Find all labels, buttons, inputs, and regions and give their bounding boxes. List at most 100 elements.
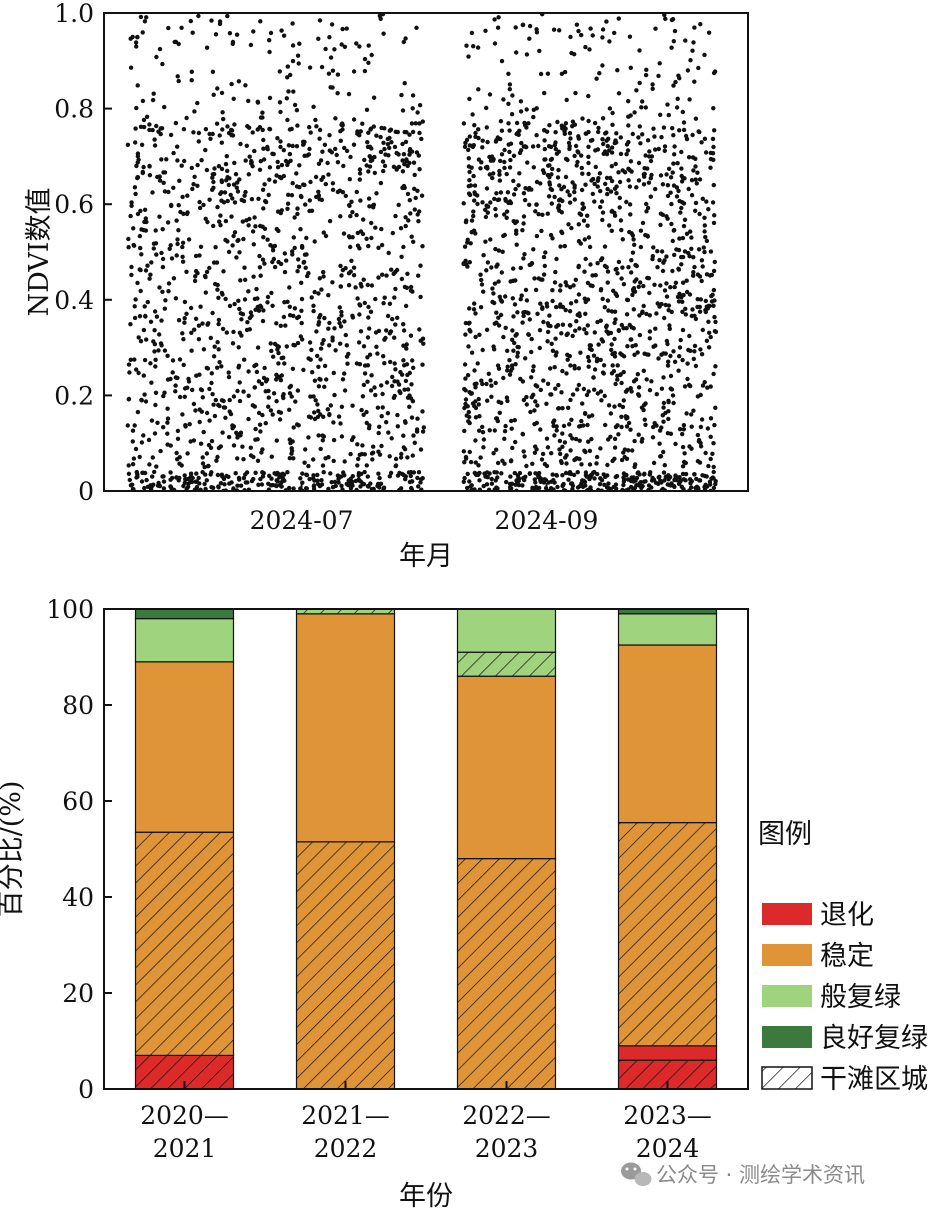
scatter-point <box>563 470 569 476</box>
scatter-point <box>144 219 149 225</box>
scatter-point <box>472 183 478 188</box>
scatter-point <box>170 475 175 481</box>
scatter-point <box>600 210 606 215</box>
scatter-point <box>610 110 615 116</box>
scatter-point <box>300 245 305 250</box>
scatter-point <box>579 165 584 171</box>
scatter-point <box>133 191 138 197</box>
scatter-point <box>712 422 717 428</box>
scatter-point <box>524 298 530 303</box>
scatter-point <box>318 346 324 351</box>
scatter-point <box>331 437 337 443</box>
scatter-point <box>177 475 182 481</box>
scatter-point <box>556 167 561 173</box>
scatter-point <box>388 359 393 365</box>
scatter-point <box>229 132 234 138</box>
scatter-point <box>559 210 564 215</box>
scatter-point <box>387 135 392 141</box>
scatter-point <box>294 108 300 113</box>
scatter-point <box>473 399 478 404</box>
scatter-point <box>242 193 247 198</box>
scatter-point <box>130 482 135 487</box>
scatter-point <box>369 52 374 58</box>
bar-plot-frame <box>103 608 749 1090</box>
bar-y-tick-label: 100 <box>46 595 94 624</box>
scatter-point <box>552 365 557 370</box>
scatter-point <box>220 474 225 479</box>
scatter-point <box>296 264 302 269</box>
scatter-point <box>468 329 473 334</box>
scatter-point <box>613 381 618 387</box>
scatter-point <box>275 209 281 214</box>
scatter-point <box>527 185 532 191</box>
scatter-point <box>581 423 586 428</box>
scatter-point <box>385 313 391 319</box>
scatter-point <box>527 23 533 29</box>
scatter-point <box>596 176 601 181</box>
scatter-point <box>687 97 692 102</box>
scatter-point <box>681 201 687 206</box>
scatter-point <box>221 269 226 274</box>
scatter-point <box>673 280 679 285</box>
scatter-point <box>282 478 287 483</box>
scatter-point <box>563 126 568 131</box>
scatter-point <box>216 445 222 451</box>
scatter-point <box>177 394 183 400</box>
scatter-point <box>471 44 476 49</box>
scatter-point <box>509 458 514 463</box>
scatter-point <box>656 146 661 152</box>
scatter-point <box>327 343 332 348</box>
scatter-point <box>198 387 204 392</box>
scatter-point <box>576 263 581 269</box>
scatter-point <box>247 327 252 332</box>
scatter-point <box>166 25 171 31</box>
scatter-point <box>483 239 488 244</box>
scatter-point <box>669 387 675 392</box>
scatter-point <box>157 285 162 290</box>
scatter-point <box>691 168 696 173</box>
scatter-point <box>348 244 353 250</box>
scatter-point <box>652 134 657 139</box>
scatter-point <box>137 267 142 272</box>
scatter-point <box>256 410 262 416</box>
scatter-point <box>575 149 580 154</box>
scatter-point <box>196 475 201 481</box>
scatter-point <box>553 353 558 358</box>
scatter-point <box>290 181 295 186</box>
scatter-point <box>544 129 550 134</box>
scatter-point <box>679 179 685 184</box>
scatter-point <box>686 155 692 160</box>
scatter-point <box>170 370 175 375</box>
scatter-point <box>321 269 326 275</box>
scatter-point <box>135 175 140 181</box>
scatter-point <box>177 178 182 183</box>
scatter-point <box>661 470 667 475</box>
scatter-point <box>570 333 575 339</box>
scatter-point <box>335 91 340 96</box>
scatter-point <box>532 450 538 455</box>
scatter-point <box>362 371 368 376</box>
scatter-point <box>235 388 240 394</box>
scatter-point <box>640 220 646 226</box>
scatter-point <box>506 121 511 126</box>
scatter-point <box>291 313 296 319</box>
scatter-point <box>381 485 387 490</box>
scatter-point <box>661 400 667 406</box>
scatter-point <box>586 358 592 364</box>
scatter-point <box>311 308 316 314</box>
scatter-point <box>518 99 524 104</box>
scatter-point <box>579 187 585 193</box>
scatter-point <box>247 154 252 159</box>
scatter-point <box>654 311 659 316</box>
scatter-point <box>171 185 176 190</box>
scatter-point <box>693 164 698 169</box>
scatter-point <box>499 471 504 476</box>
scatter-point <box>612 354 618 359</box>
scatter-point <box>149 380 154 385</box>
scatter-point <box>312 239 317 244</box>
scatter-point <box>350 474 355 479</box>
scatter-point <box>469 391 474 396</box>
scatter-point <box>594 454 600 460</box>
scatter-point <box>156 480 161 486</box>
scatter-point <box>227 397 232 403</box>
